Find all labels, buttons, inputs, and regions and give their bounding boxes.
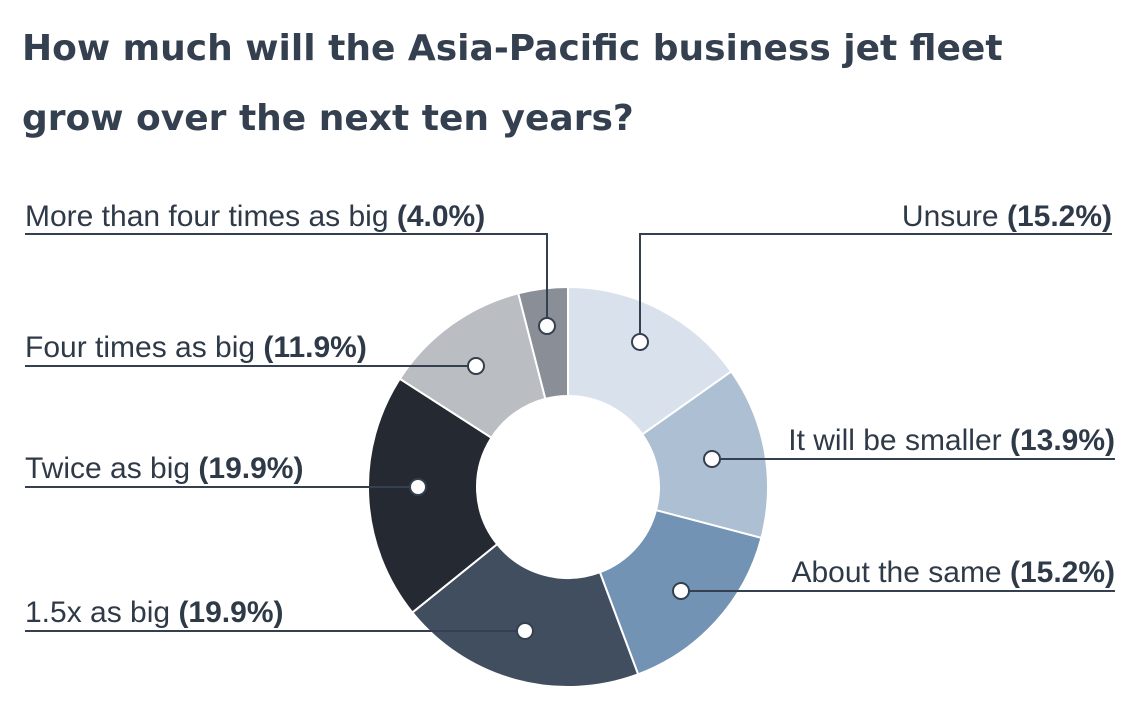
slice-unsure	[567, 285, 733, 436]
label-text-four-times-as-big: Four times as big	[25, 331, 263, 364]
leader-line-more-than-four-times-as-big	[25, 233, 548, 326]
label-value-twice-as-big: (19.9%)	[198, 452, 303, 485]
slice-more-than-four-times-as-big	[517, 285, 569, 401]
label-value-unsure: (15.2%)	[1007, 200, 1112, 233]
label-text-unsure: Unsure	[902, 200, 1007, 233]
label-text-1-5x-as-big: 1.5x as big	[25, 596, 178, 629]
slice-twice-as-big	[367, 377, 499, 614]
label-four-times-as-big: Four times as big (11.9%)	[25, 331, 367, 364]
label-value-it-will-be-smaller: (13.9%)	[1010, 424, 1115, 457]
label-1-5x-as-big: 1.5x as big (19.9%)	[25, 596, 283, 629]
label-more-than-four-times-as-big: More than four times as big (4.0%)	[25, 200, 485, 233]
chart-title: How much will the Asia-Pacific business …	[22, 14, 1122, 154]
marker-unsure	[631, 333, 649, 351]
label-value-1-5x-as-big: (19.9%)	[178, 596, 283, 629]
label-value-four-times-as-big: (11.9%)	[263, 331, 366, 364]
label-about-the-same: About the same (15.2%)	[791, 556, 1115, 589]
slice-1-5x-as-big	[410, 542, 640, 688]
label-text-twice-as-big: Twice as big	[25, 452, 198, 485]
label-it-will-be-smaller: It will be smaller (13.9%)	[788, 424, 1115, 457]
marker-it-will-be-smaller	[703, 450, 721, 468]
marker-four-times-as-big	[467, 357, 485, 375]
label-text-it-will-be-smaller: It will be smaller	[788, 424, 1010, 457]
chart-title-line-1: How much will the Asia-Pacific business …	[22, 28, 1003, 69]
marker-more-than-four-times-as-big	[538, 317, 556, 335]
label-twice-as-big: Twice as big (19.9%)	[25, 452, 303, 485]
marker-twice-as-big	[409, 478, 427, 496]
marker-about-the-same	[672, 582, 690, 600]
leader-line-unsure	[639, 233, 1112, 342]
donut-slices	[367, 285, 769, 688]
slice-labels: Unsure (15.2%) It will be smaller (13.9%)…	[25, 200, 1115, 629]
label-value-about-the-same: (15.2%)	[1010, 556, 1115, 589]
chart-title-line-2: grow over the next ten years?	[22, 98, 634, 139]
label-text-more-than-four-times-as-big: More than four times as big	[25, 200, 397, 233]
label-unsure: Unsure (15.2%)	[902, 200, 1112, 233]
label-text-about-the-same: About the same	[791, 556, 1009, 589]
marker-1-5x-as-big	[516, 622, 534, 640]
label-value-more-than-four-times-as-big: (4.0%)	[397, 200, 485, 233]
leader-lines	[25, 233, 1115, 640]
